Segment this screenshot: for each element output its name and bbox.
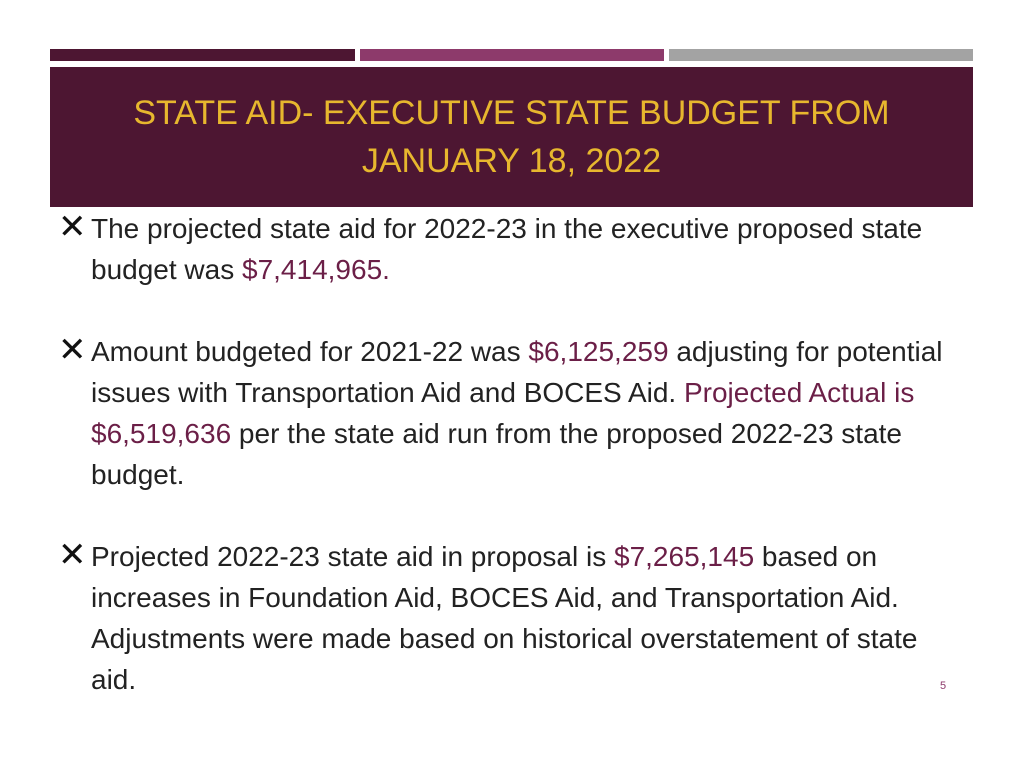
accent-bar-dark [50,49,355,61]
page-number: 5 [940,680,947,692]
bullet-text: Amount budgeted for 2021-22 was [91,336,529,367]
bullet-text: The projected state aid for 2022-23 in t… [91,213,923,285]
bullet-list: ✕ The projected state aid for 2022-23 in… [58,208,958,700]
slide-title: STATE AID- EXECUTIVE STATE BUDGET FROM J… [133,94,890,180]
amount-highlight: $7,265,145 [614,541,755,572]
bullet-text: Projected 2022-23 state aid in proposal … [91,541,614,572]
bullet-item-3: ✕ Projected 2022-23 state aid in proposa… [58,536,958,700]
highlight-text: Projected Actual is [683,377,915,408]
bullet-item-2: ✕ Amount budgeted for 2021-22 was $6,125… [58,331,958,495]
x-bullet-icon: ✕ [58,208,87,246]
amount-highlight: $7,414,965. [242,254,390,285]
title-banner: STATE AID- EXECUTIVE STATE BUDGET FROM J… [50,67,973,207]
amount-highlight: $6,125,259 [528,336,669,367]
amount-highlight: $6,519,636 [91,418,232,449]
bullet-text: per the state aid run from the proposed … [91,418,903,490]
x-bullet-icon: ✕ [58,536,87,574]
accent-bar-gray [669,49,973,61]
bullet-text: adjusting for potential issues with Tran… [91,336,943,408]
bullet-text: based on increases in Foundation Aid, BO… [91,541,918,695]
bullet-item-1: ✕ The projected state aid for 2022-23 in… [58,208,958,290]
accent-bar-plum [360,49,664,61]
x-bullet-icon: ✕ [58,331,87,369]
